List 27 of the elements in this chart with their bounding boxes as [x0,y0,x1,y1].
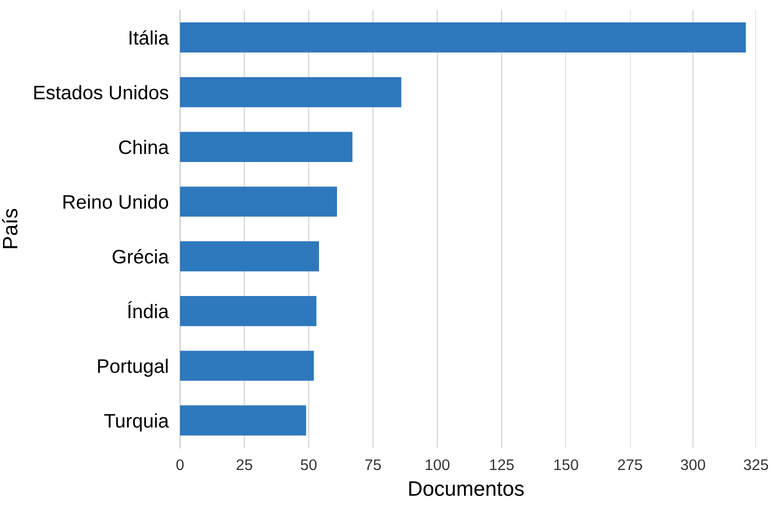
x-tick-label: 25 [236,459,252,470]
y-tick-label: China [119,140,169,154]
x-axis-title: Documentos [409,481,524,496]
bar [180,350,314,381]
y-tick-label: Grécia [112,249,169,264]
y-axis-title: País [2,208,18,248]
x-tick-label: 300 [680,459,706,470]
x-tick-label: 100 [426,459,450,470]
y-tick-label: Reino Unido [64,194,168,209]
bar [180,405,306,436]
y-tick-label: Índia [128,301,169,318]
x-tick-label: 275 [618,459,642,470]
bar [180,241,319,272]
y-tick-label: Portugal [98,358,168,377]
x-tick-label: 0 [176,459,184,470]
bar [180,296,316,326]
x-tick-label: 75 [365,459,381,470]
bar [180,132,352,162]
x-tick-label: 50 [300,459,317,470]
x-tick-label: 125 [490,459,514,470]
bar [180,77,402,108]
y-tick-label: Estados Unidos [34,85,168,100]
y-tick-label: Turquia [104,413,169,432]
x-tick-label: 325 [744,459,768,470]
bar [180,186,337,217]
y-tick-label: Itália [130,30,169,45]
x-tick-label: 150 [554,459,578,470]
